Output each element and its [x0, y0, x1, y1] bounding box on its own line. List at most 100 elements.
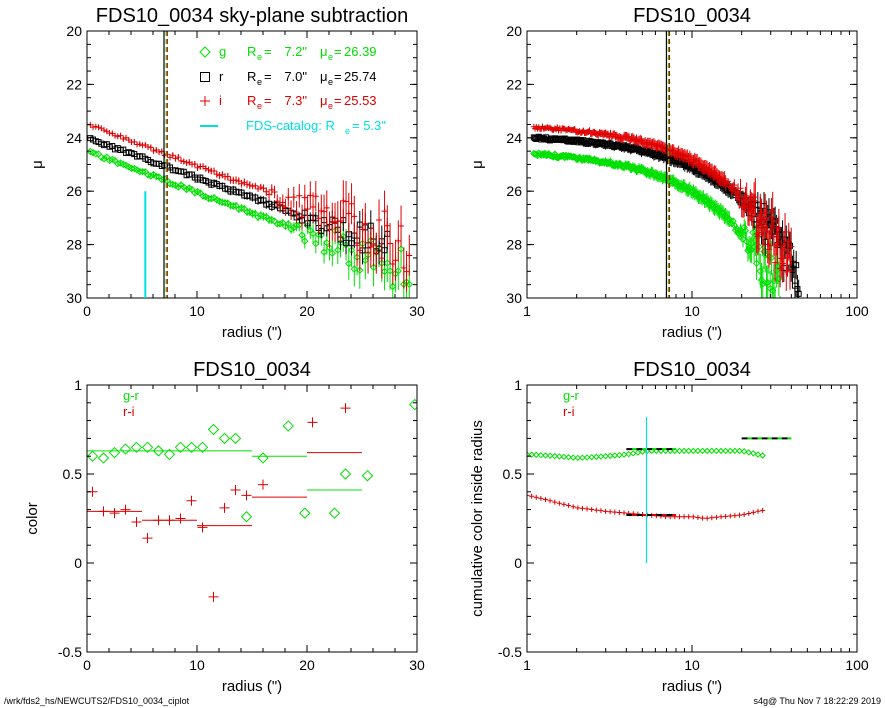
r-i-point	[529, 493, 535, 499]
g-r-point	[740, 448, 748, 455]
r-i-point	[208, 591, 219, 602]
y-tick-label: 28	[506, 237, 522, 253]
r-i-point	[616, 510, 622, 516]
y-tick-label: -0.5	[498, 644, 522, 660]
g-band-point	[248, 210, 257, 218]
i-band-point	[260, 185, 267, 192]
i-band-point	[326, 226, 333, 233]
g-band-point	[182, 185, 191, 194]
g-r-series	[87, 398, 417, 523]
r-i-point	[723, 513, 729, 519]
i-band-point	[266, 191, 273, 198]
g-r-point	[690, 447, 697, 455]
i-band-point	[354, 242, 361, 249]
g-r-point	[542, 452, 549, 459]
i-band-point	[345, 210, 352, 217]
legend-band-i: i	[219, 93, 222, 108]
g-band-point	[92, 150, 100, 158]
legend-equals: =	[334, 93, 342, 108]
r-i-point	[542, 497, 548, 503]
i-band-point	[754, 233, 761, 240]
legend-r-i: r-i	[123, 404, 135, 419]
g-r-point	[583, 454, 591, 461]
g-r-point	[361, 470, 374, 482]
legend-catalog-subscript: e	[345, 126, 350, 136]
i-band-point	[296, 192, 303, 199]
g-r-point	[593, 453, 600, 461]
r-i-point	[695, 514, 701, 520]
i-band-point	[180, 158, 187, 165]
i-band-point	[200, 96, 210, 106]
g-r-point	[537, 451, 545, 459]
y-tick-label: 1	[514, 377, 522, 393]
r-i-point	[561, 501, 567, 507]
g-r-point	[560, 453, 568, 461]
y-tick-label: 30	[66, 290, 82, 306]
g-r-point	[736, 447, 743, 455]
g-band-point	[741, 227, 750, 235]
r-i-point	[230, 485, 241, 496]
i-band-point	[788, 243, 795, 250]
i-band-point	[310, 204, 317, 211]
r-i-point	[612, 509, 618, 515]
chart-title: FDS10_0034	[633, 359, 751, 381]
g-band-point	[265, 215, 273, 224]
g-band-point	[191, 189, 199, 197]
plot-frame	[86, 384, 418, 653]
r-i-point	[142, 533, 153, 544]
i-band-point	[763, 216, 770, 223]
y-tick-label: 22	[66, 76, 82, 92]
i-band-point	[743, 192, 750, 199]
i-band-point	[395, 237, 402, 244]
g-band-point	[235, 205, 243, 213]
g-r-point	[616, 451, 623, 459]
r-band-point	[793, 262, 800, 269]
g-band-point	[295, 221, 304, 229]
i-band-point	[321, 208, 328, 215]
g-r-point	[87, 450, 99, 462]
legend-mu-symbol: μ	[320, 93, 328, 108]
i-band-point	[307, 192, 314, 199]
r-i-point	[603, 508, 609, 514]
g-r-point	[527, 451, 531, 458]
legend-catalog-label: FDS-catalog: R	[246, 118, 335, 133]
g-r-point	[694, 447, 702, 455]
g-r-point	[713, 447, 720, 455]
r-i-point	[732, 513, 738, 519]
g-band-point	[740, 223, 748, 232]
i-band-point	[290, 194, 297, 201]
g-band-point	[152, 172, 161, 181]
g-band-point	[778, 314, 784, 320]
x-tick-label: 0	[83, 303, 91, 319]
r-i-point	[538, 495, 544, 501]
i-band-point	[301, 194, 308, 201]
y-tick-label: 1	[74, 377, 82, 393]
y-axis-label: μ	[29, 160, 46, 169]
r-i-point	[700, 515, 706, 521]
x-tick-label: 20	[299, 657, 315, 673]
i-band-point	[172, 155, 179, 162]
g-r-point	[685, 447, 692, 455]
i-band-point	[202, 165, 209, 172]
legend-mu-value: 25.74	[344, 69, 377, 84]
chart-title: FDS10_0034 sky-plane subtraction	[96, 5, 408, 27]
i-band-point	[285, 194, 292, 201]
g-band-point	[100, 155, 108, 163]
r-i-point	[307, 417, 318, 428]
g-r-point	[141, 441, 154, 454]
g-r-point	[625, 450, 632, 458]
g-band-point	[290, 223, 298, 232]
i-band-point	[279, 199, 286, 206]
i-band-point	[114, 133, 121, 140]
y-tick-label: 28	[66, 237, 82, 253]
legend-re-value: 7.2"	[284, 44, 307, 59]
g-r-point	[328, 507, 341, 519]
i-band-point	[769, 207, 776, 214]
i-band-point	[782, 228, 789, 235]
g-r-point	[299, 507, 311, 519]
i-band-point	[752, 194, 759, 201]
y-tick-label: 0	[74, 555, 82, 571]
i-band-point	[400, 264, 407, 271]
i-band-point	[359, 226, 366, 233]
y-tick-label: 24	[66, 130, 82, 146]
